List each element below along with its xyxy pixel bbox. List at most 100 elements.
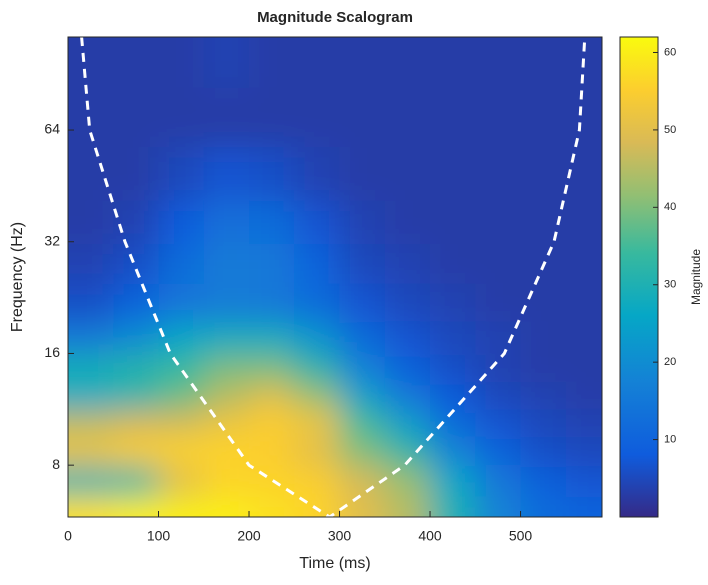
colorbar-tick-label: 60 (664, 46, 676, 58)
heatmap-cell (294, 435, 341, 466)
heatmap-cell (249, 243, 296, 284)
heatmap-cell (520, 382, 567, 410)
heatmap-cell (249, 320, 296, 356)
heatmap-cell (520, 354, 567, 384)
heatmap-cell (158, 435, 205, 466)
heatmap-cell (113, 37, 160, 88)
heatmap-cell (565, 199, 602, 245)
heatmap-cell (68, 354, 115, 384)
heatmap-cell (249, 146, 296, 201)
heatmap-cell (565, 408, 602, 437)
heatmap-cell (475, 199, 522, 245)
heatmap-cell (203, 320, 251, 356)
heatmap-cell (249, 495, 296, 517)
x-tick-label: 500 (509, 528, 533, 544)
cone-of-influence (80, 37, 587, 517)
y-tick-label: 64 (44, 121, 60, 137)
heatmap-cell (294, 320, 341, 356)
heatmap-cell (339, 382, 386, 410)
heatmap-cell (113, 354, 160, 384)
heatmap-cell (475, 146, 522, 201)
heatmap-cell (430, 408, 477, 437)
heatmap-cell (475, 282, 522, 322)
heatmap-cell (203, 86, 251, 148)
heatmap-cell (384, 495, 432, 517)
heatmap-cell (339, 435, 386, 466)
heatmap-cell (475, 382, 522, 410)
heatmap-cell (294, 243, 341, 284)
heatmap-cell (294, 86, 341, 148)
plot-frame (67, 36, 603, 518)
x-tick-label: 100 (147, 528, 171, 544)
colorbar-label: Magnitude (689, 249, 703, 305)
heatmap-cell (430, 464, 477, 497)
heatmap-cell (339, 243, 386, 284)
heatmap-cell (68, 464, 115, 497)
heatmap-cell (68, 243, 115, 284)
heatmap-cell (339, 495, 386, 517)
heatmap-cell (113, 320, 160, 356)
heatmap-cell (384, 243, 432, 284)
heatmap-cell (339, 146, 386, 201)
heatmap-cell (249, 86, 296, 148)
heatmap-cell (520, 282, 567, 322)
heatmap-cell (430, 435, 477, 466)
heatmap-cell (339, 37, 386, 88)
heatmap-cell (520, 320, 567, 356)
heatmap-cell (158, 199, 205, 245)
heatmap-cell (384, 464, 432, 497)
heatmap-cell (113, 243, 160, 284)
heatmap-cell (68, 37, 115, 88)
heatmap-cell (565, 382, 602, 410)
heatmap-cell (384, 282, 432, 322)
heatmap-cell (475, 320, 522, 356)
heatmap-cell (158, 282, 205, 322)
heatmap-cell (565, 464, 602, 497)
heatmap-cell (294, 382, 341, 410)
heatmap-cell (249, 282, 296, 322)
heatmap-cell (203, 495, 251, 517)
heatmap-cell (203, 199, 251, 245)
colorbar-tick-label: 10 (664, 433, 676, 445)
heatmap-cell (249, 435, 296, 466)
heatmap-cell (294, 408, 341, 437)
heatmap-cell (158, 382, 205, 410)
heatmap-cell (68, 382, 115, 410)
heatmap-cell (339, 354, 386, 384)
heatmap-cell (384, 146, 432, 201)
heatmap-cell (68, 146, 115, 201)
heatmap-cell (158, 320, 205, 356)
heatmap-cell (475, 86, 522, 148)
heatmap-cell (249, 37, 296, 88)
heatmap-cell (430, 146, 477, 201)
heatmap-cell (475, 408, 522, 437)
heatmap-cell (339, 408, 386, 437)
heatmap-cell (430, 495, 477, 517)
y-tick-label: 32 (44, 232, 60, 248)
heatmap-cell (339, 282, 386, 322)
heatmap-cell (520, 435, 567, 466)
heatmap-cell (430, 354, 477, 384)
heatmap (68, 37, 602, 517)
heatmap-cell (68, 86, 115, 148)
heatmap-cell (384, 408, 432, 437)
heatmap-cell (68, 320, 115, 356)
heatmap-cell (294, 199, 341, 245)
heatmap-cell (113, 282, 160, 322)
heatmap-cell (520, 37, 567, 88)
heatmap-cell (475, 37, 522, 88)
heatmap-cell (384, 199, 432, 245)
heatmap-cell (339, 320, 386, 356)
heatmap-cell (249, 408, 296, 437)
heatmap-cell (249, 354, 296, 384)
heatmap-cell (203, 464, 251, 497)
heatmap-cell (430, 382, 477, 410)
heatmap-cell (158, 354, 205, 384)
heatmap-cell (203, 382, 251, 410)
heatmap-cell (475, 435, 522, 466)
heatmap-cell (294, 282, 341, 322)
heatmap-cell (520, 408, 567, 437)
heatmap-cell (430, 199, 477, 245)
y-tick-label: 8 (52, 456, 60, 472)
